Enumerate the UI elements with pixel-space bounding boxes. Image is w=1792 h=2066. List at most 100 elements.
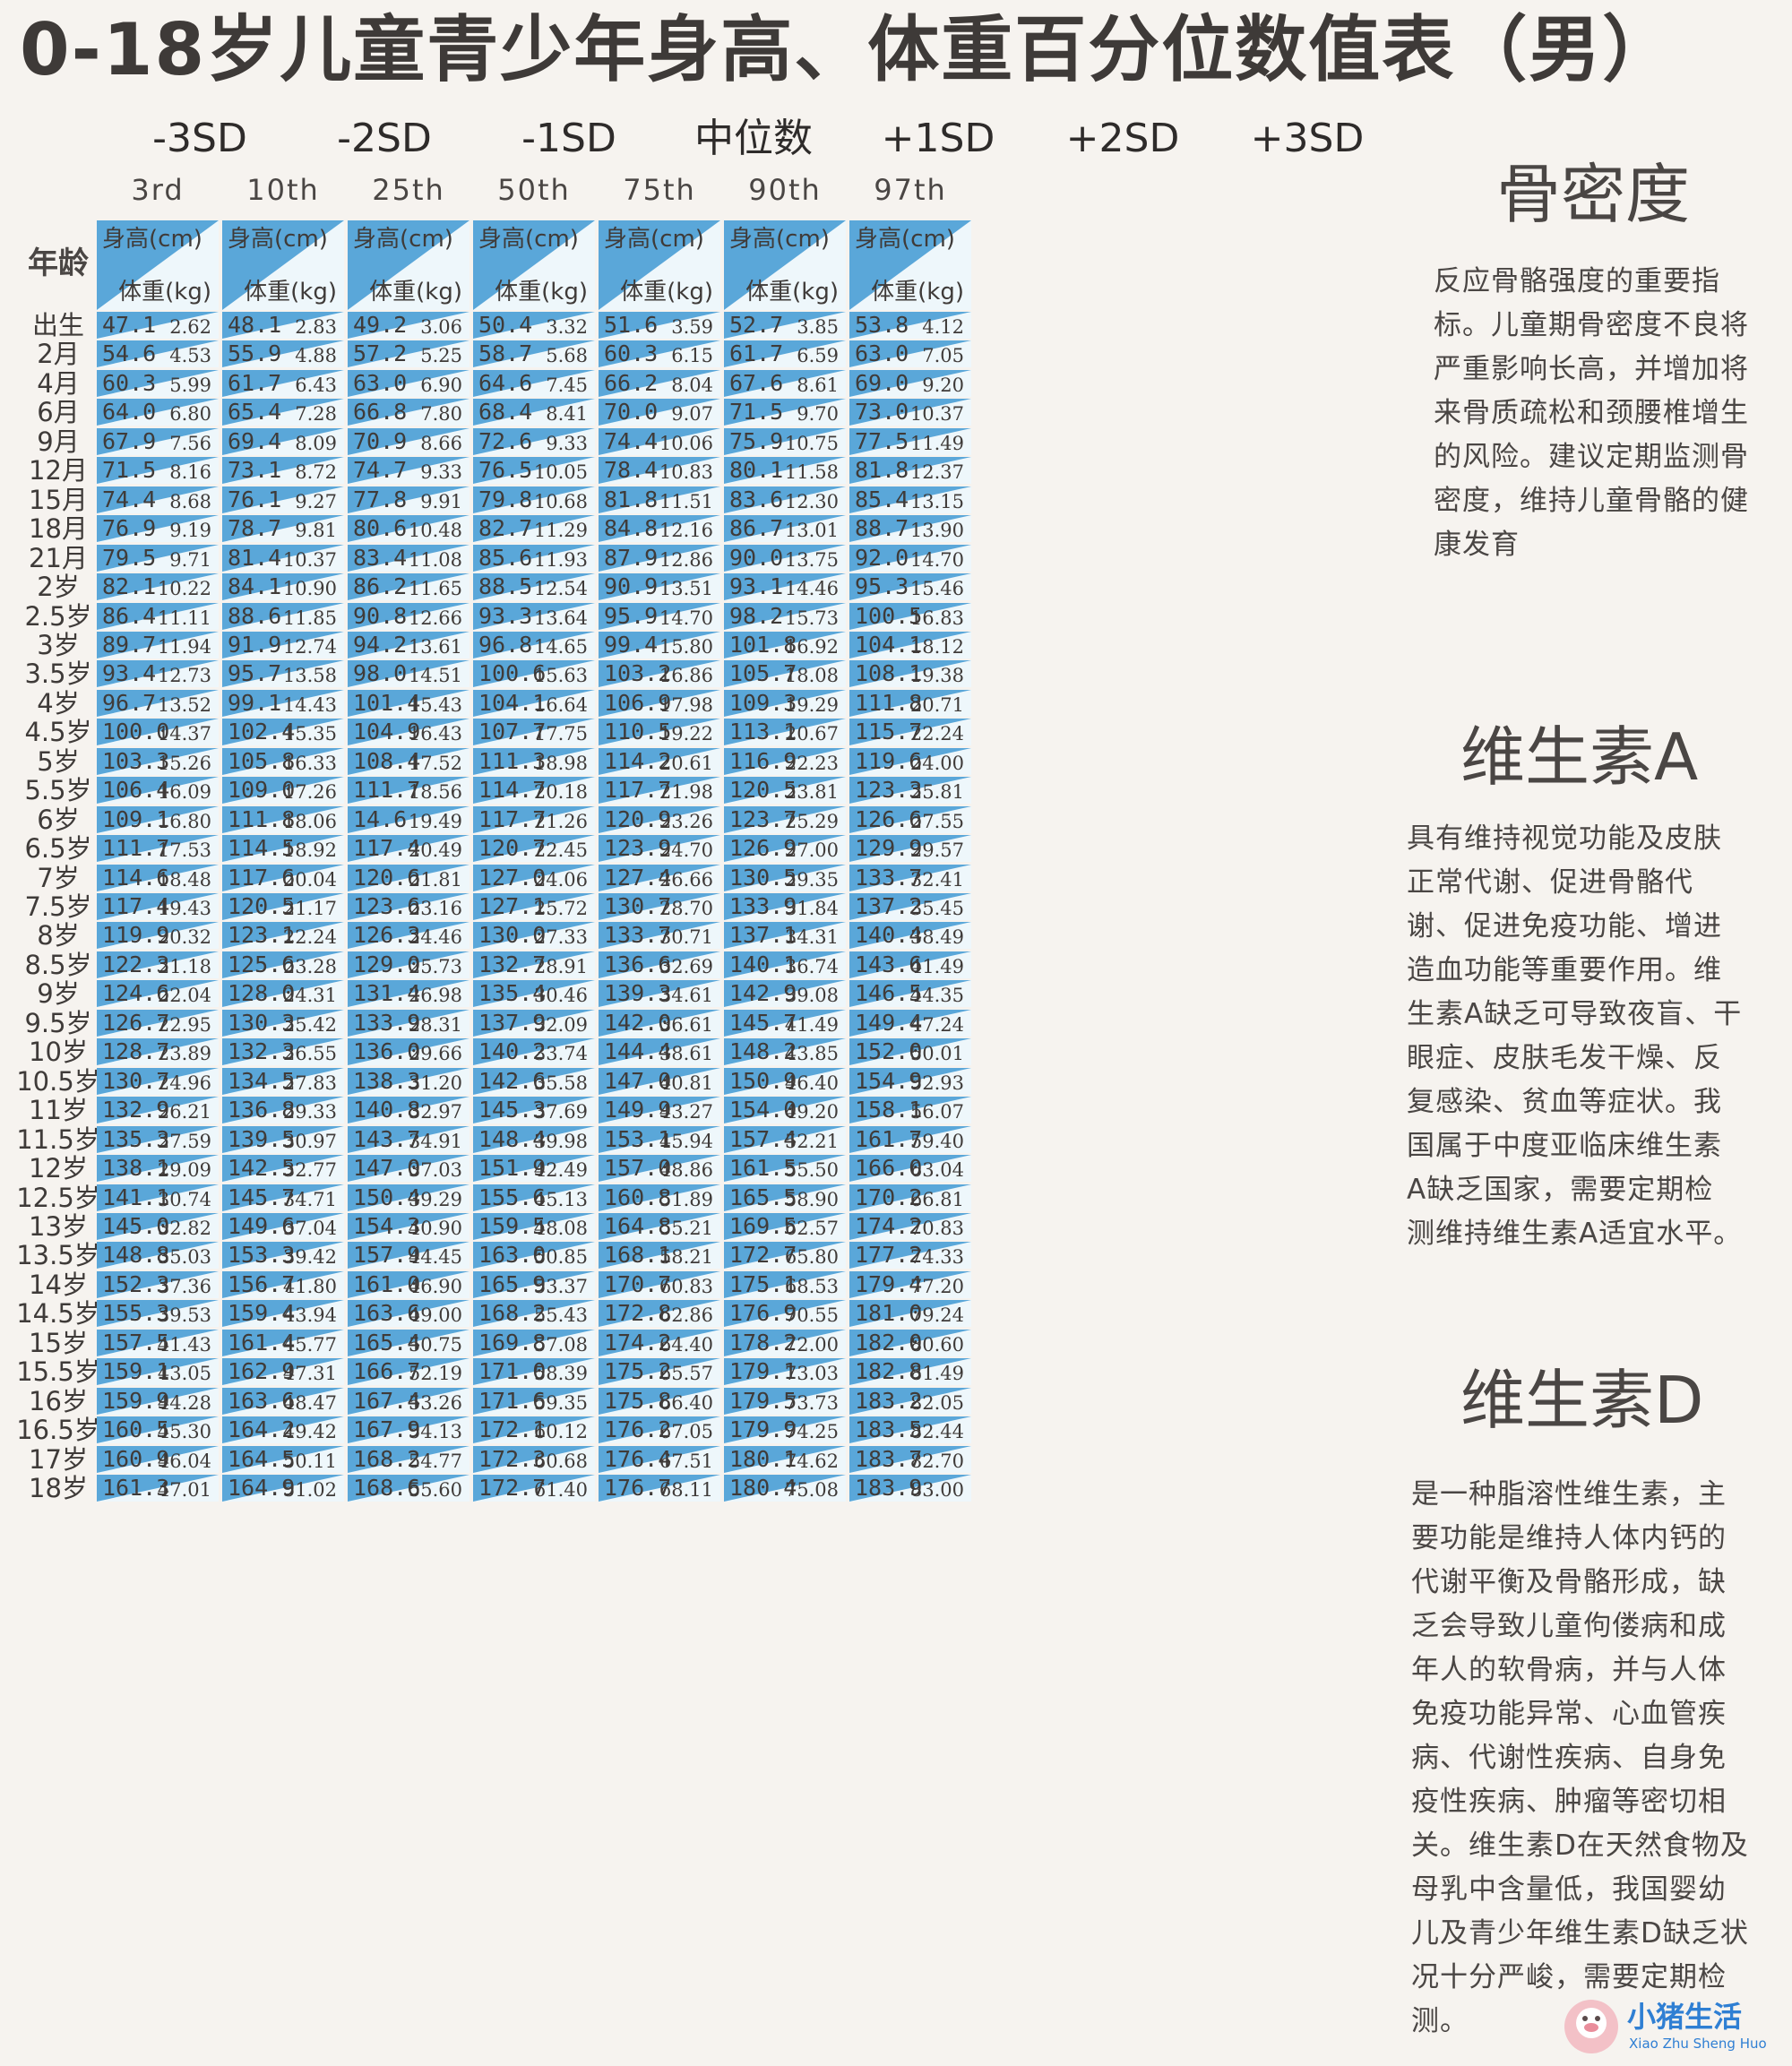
table-cell: 163.6 48.47	[222, 1387, 344, 1415]
table-cell: 125.6 23.28	[222, 951, 344, 978]
table-cell: 145.7 34.71	[222, 1184, 344, 1211]
weight-value: 9.70	[797, 403, 839, 426]
height-value: 170.7	[604, 1270, 672, 1297]
weight-value: 19.29	[784, 693, 839, 716]
weight-value: 3.06	[420, 316, 462, 338]
height-value: 157.4	[729, 1125, 797, 1152]
table-cell: 162.9 47.31	[222, 1358, 344, 1386]
height-value: 87.9	[604, 544, 659, 571]
height-value: 172.1	[478, 1416, 547, 1443]
percentile-header: 50th	[497, 173, 571, 207]
age-label: 12.5岁	[16, 1182, 100, 1213]
weight-value: 44.28	[157, 1391, 211, 1414]
table-cell: 168.2 54.77	[348, 1445, 470, 1473]
table-cell: 99.4 15.80	[599, 631, 720, 659]
height-value: 76.5	[478, 457, 533, 484]
height-value: 142.6	[478, 1067, 547, 1094]
height-value: 109.3	[729, 689, 797, 716]
age-label: 6月	[37, 397, 80, 428]
height-value: 176.9	[729, 1300, 797, 1327]
height-value: 48.1	[228, 312, 282, 338]
height-value: 68.4	[478, 399, 533, 426]
height-value: 164.8	[604, 1212, 672, 1239]
weight-value: 8.16	[169, 461, 211, 484]
weight-value: 19.38	[909, 665, 964, 687]
age-label: 13.5岁	[16, 1240, 100, 1271]
weight-value: 29.35	[784, 868, 839, 891]
weight-value: 82.05	[909, 1391, 964, 1414]
age-label: 7.5岁	[24, 891, 92, 922]
height-value: 179.5	[729, 1387, 797, 1414]
height-value: 154.9	[855, 1067, 923, 1094]
weight-value: 13.75	[784, 548, 839, 571]
weight-value: 20.61	[659, 752, 713, 774]
weight-value: 49.42	[282, 1421, 337, 1443]
height-value: 85.6	[478, 544, 533, 571]
table-cell: 67.6 8.61	[724, 369, 846, 397]
height-value: 170.2	[855, 1184, 923, 1210]
table-cell: 84.1 10.90	[222, 573, 344, 601]
weight-value: 18.12	[909, 635, 964, 658]
height-value: 183.7	[855, 1445, 923, 1472]
vitamin-d-title: 维生素D	[1460, 1363, 1704, 1438]
weight-value: 34.91	[408, 1130, 462, 1152]
height-value: 163.6	[228, 1387, 296, 1414]
table-cell: 129.0 25.73	[348, 951, 470, 978]
table-cell: 170.2 66.81	[849, 1184, 971, 1211]
table-cell: 123.6 23.16	[348, 893, 470, 920]
table-cell: 47.1 2.62	[97, 312, 219, 339]
height-value: 122.3	[102, 951, 170, 977]
height-value: 116.9	[729, 747, 797, 774]
height-value: 124.6	[102, 980, 170, 1007]
weight-value: 18.08	[784, 665, 839, 687]
table-cell: 126.6 27.55	[849, 805, 971, 833]
weight-value: 25.29	[784, 810, 839, 832]
height-value: 145.0	[102, 1212, 170, 1239]
height-value: 148.8	[102, 1242, 170, 1269]
weight-unit-label: 体重(kg)	[495, 279, 588, 306]
weight-value: 9.20	[922, 374, 964, 396]
age-label: 13岁	[29, 1210, 88, 1242]
table-cell: 76.9 9.19	[97, 515, 219, 543]
sd-label: -2SD	[337, 116, 432, 161]
table-cell: 168.1 58.21	[599, 1242, 720, 1270]
table-cell: 108.1 19.38	[849, 660, 971, 688]
table-cell: 183.7 82.70	[849, 1445, 971, 1473]
height-value: 137.9	[478, 1009, 547, 1036]
table-cell: 93.4 12.73	[97, 660, 219, 688]
age-label: 16岁	[29, 1385, 88, 1416]
age-label: 14.5岁	[16, 1298, 100, 1330]
column-unit-header: 身高(cm) 体重(kg)	[222, 220, 344, 310]
weight-value: 11.11	[157, 607, 211, 629]
height-value: 111.3	[478, 747, 547, 774]
weight-value: 12.30	[784, 490, 839, 512]
weight-value: 48.86	[659, 1159, 713, 1182]
table-cell: 129.9 29.57	[849, 835, 971, 863]
weight-value: 10.90	[282, 578, 337, 600]
height-value: 79.8	[478, 486, 533, 512]
table-cell: 137.9 32.09	[473, 1009, 595, 1037]
table-cell: 123.7 25.29	[724, 805, 846, 833]
weight-value: 43.85	[784, 1043, 839, 1065]
height-value: 109.0	[228, 777, 296, 804]
table-cell: 136.6 32.69	[599, 951, 720, 978]
table-cell: 127.4 26.66	[599, 864, 720, 891]
table-cell: 183.9 83.00	[849, 1475, 971, 1502]
weight-value: 17.98	[659, 693, 713, 716]
height-value: 80.6	[353, 515, 408, 542]
weight-unit-label: 体重(kg)	[620, 279, 713, 306]
table-cell: 137.1 34.31	[724, 922, 846, 950]
table-cell: 145.3 37.69	[473, 1097, 595, 1124]
sd-label: +3SD	[1250, 116, 1365, 161]
height-value: 69.4	[228, 427, 282, 454]
height-value: 71.5	[102, 457, 157, 484]
table-cell: 81.4 10.37	[222, 544, 344, 572]
table-cell: 114.2 20.61	[599, 747, 720, 775]
table-cell: 149.6 37.04	[222, 1212, 344, 1240]
height-value: 157.5	[102, 1329, 170, 1356]
height-value: 119.9	[102, 922, 170, 949]
table-cell: 157.0 48.86	[599, 1155, 720, 1183]
weight-value: 13.61	[408, 635, 462, 658]
table-cell: 100.6 15.63	[473, 660, 595, 688]
height-value: 49.2	[353, 312, 408, 338]
